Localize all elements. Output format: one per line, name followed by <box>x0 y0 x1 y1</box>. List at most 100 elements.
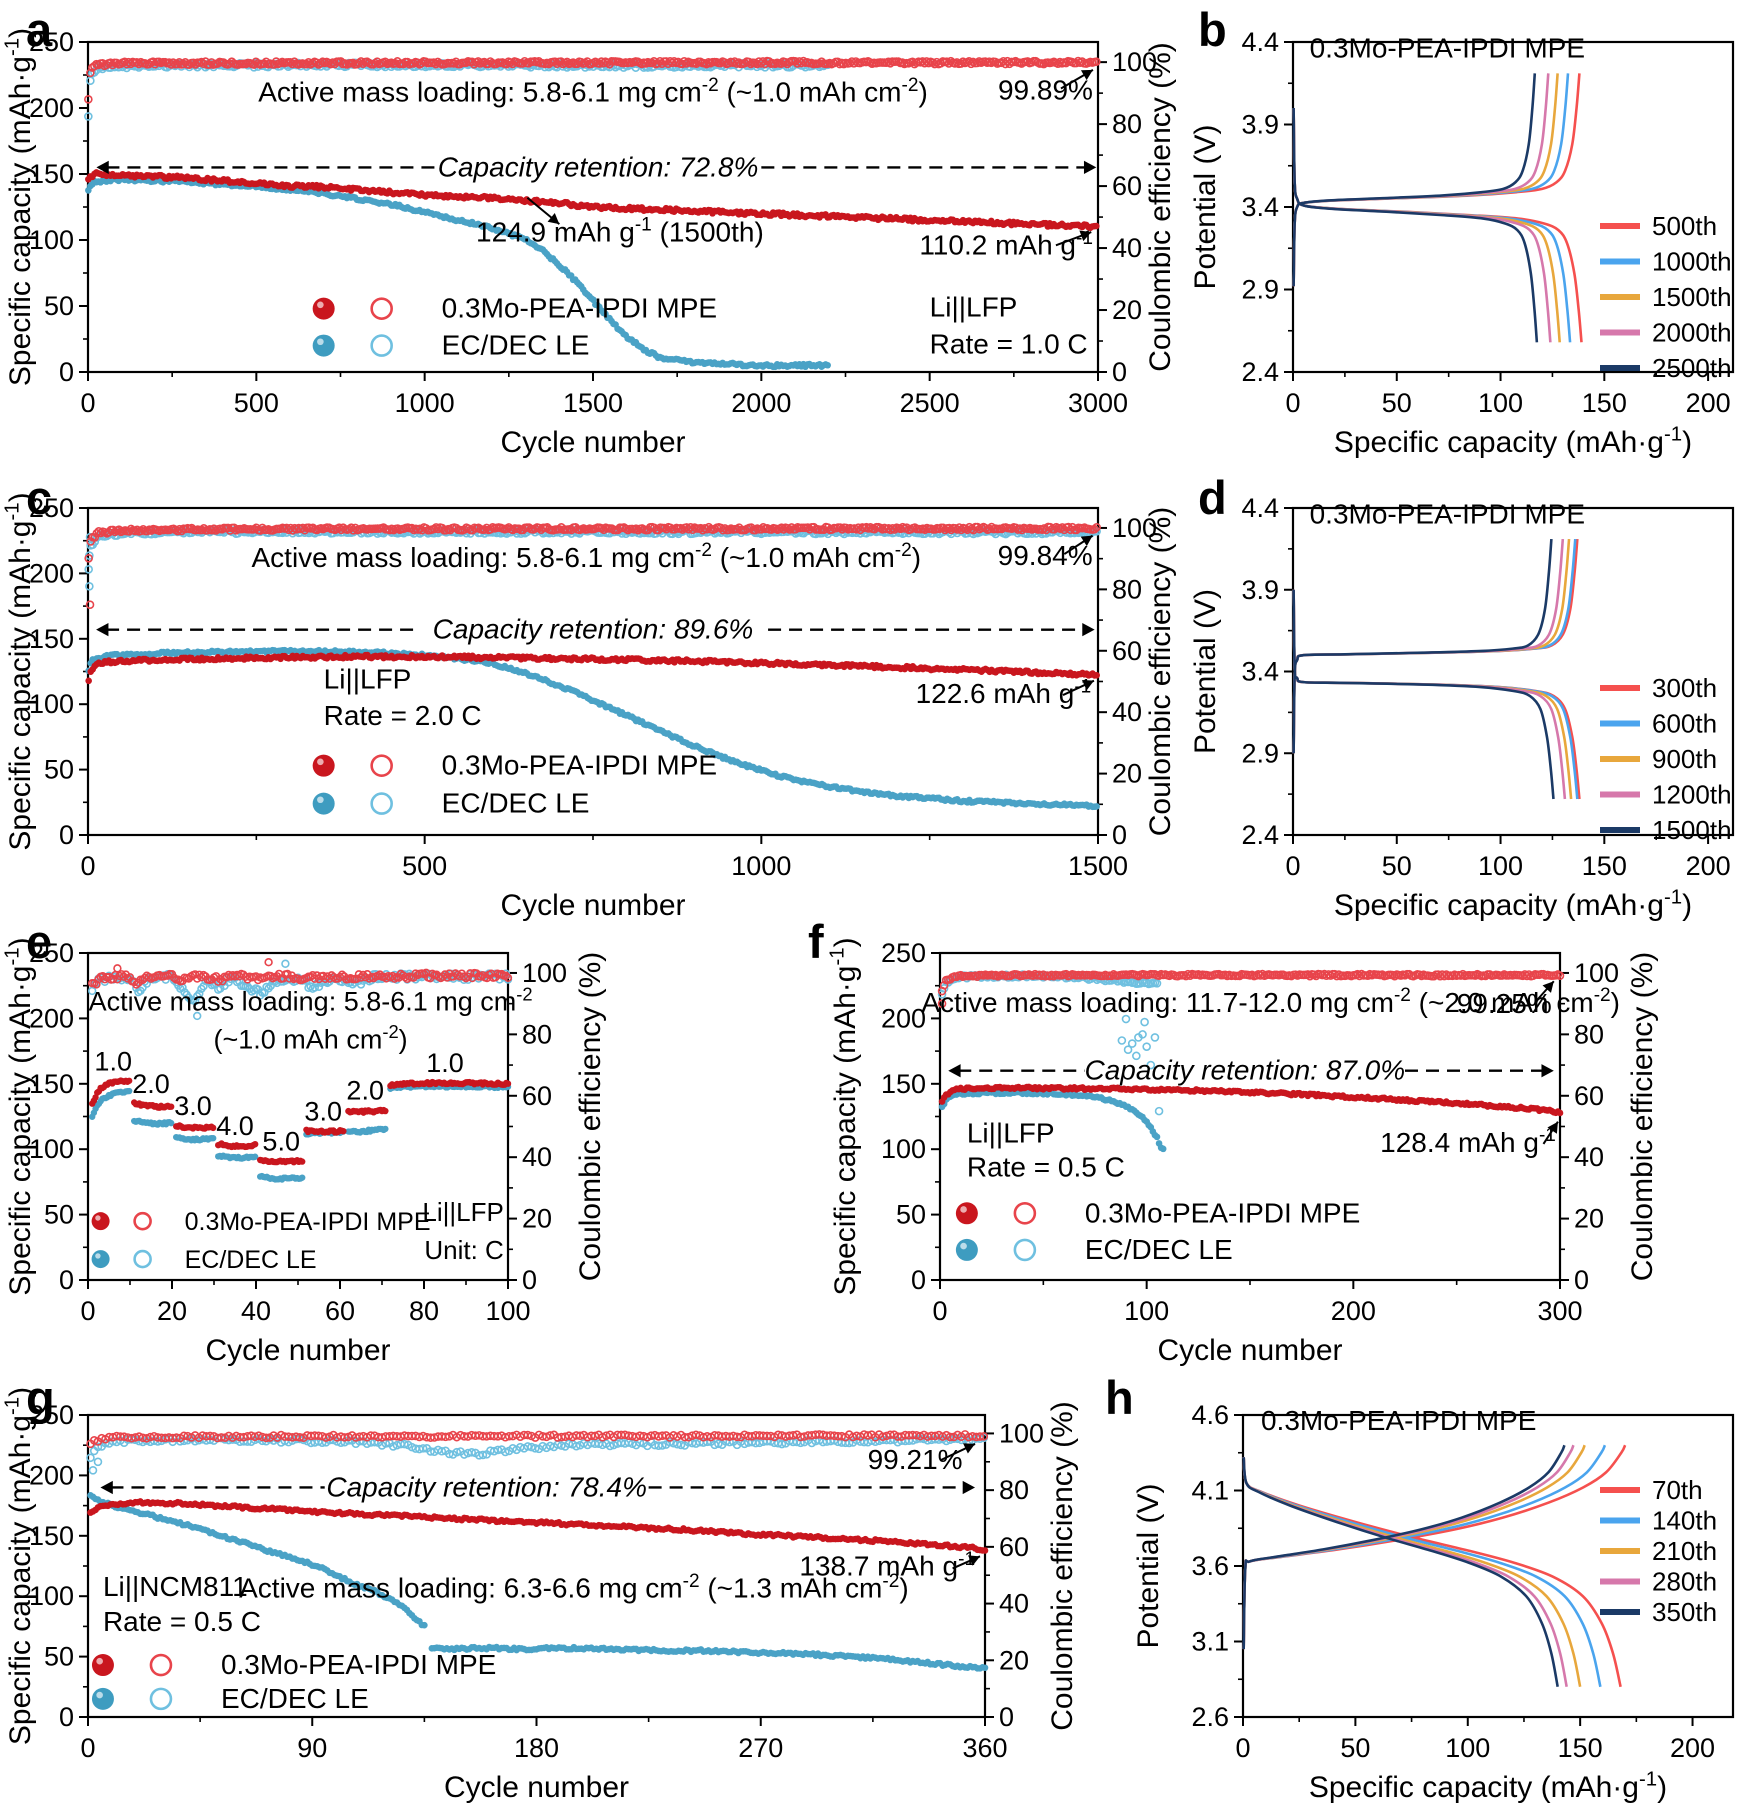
svg-text:1000: 1000 <box>731 851 791 881</box>
series-f-3 <box>938 1083 1564 1117</box>
panel-d-chart: 0 50 100 150 200 Specific capacity (mAh·g-1) 2… <box>1189 493 1735 922</box>
series-c-2 <box>85 646 1100 811</box>
series-c-1 <box>84 522 1101 610</box>
series-a-3 <box>85 169 1100 232</box>
svg-text:Active mass loading: 5.8-6.1 m: Active mass loading: 5.8-6.1 mg cm-2 (~1… <box>252 540 922 573</box>
svg-text:250: 250 <box>881 938 926 968</box>
svg-text:2.9: 2.9 <box>1241 738 1279 768</box>
svg-text:3.0: 3.0 <box>304 1096 342 1126</box>
svg-text:2.4: 2.4 <box>1241 357 1279 387</box>
svg-text:Coulombic efficiency (%): Coulombic efficiency (%) <box>1144 507 1177 837</box>
svg-text:3.9: 3.9 <box>1241 575 1279 605</box>
svg-text:0: 0 <box>59 1265 74 1295</box>
svg-text:250: 250 <box>29 27 74 57</box>
svg-text:110.2 mAh g-1: 110.2 mAh g-1 <box>919 228 1093 261</box>
svg-text:Li||LFP: Li||LFP <box>422 1197 503 1227</box>
panel-b-letter: b <box>1198 3 1227 56</box>
svg-text:3.9: 3.9 <box>1241 110 1279 140</box>
svg-text:124.9 mAh g-1 (1500th): 124.9 mAh g-1 (1500th) <box>476 215 764 248</box>
svg-text:60: 60 <box>1112 636 1142 666</box>
svg-text:40: 40 <box>1112 233 1142 263</box>
svg-text:Coulombic efficiency (%): Coulombic efficiency (%) <box>1144 42 1177 372</box>
svg-text:2.9: 2.9 <box>1241 275 1279 305</box>
panel-d-letter: d <box>1198 471 1227 524</box>
svg-text:2000th: 2000th <box>1652 318 1732 348</box>
series-e-2 <box>89 1082 512 1183</box>
svg-text:150: 150 <box>1582 851 1627 881</box>
svg-text:600th: 600th <box>1652 709 1717 739</box>
svg-text:Li||LFP: Li||LFP <box>324 664 412 695</box>
svg-text:80: 80 <box>409 1296 439 1326</box>
svg-text:80: 80 <box>522 1019 552 1049</box>
svg-text:60: 60 <box>1112 171 1142 201</box>
svg-text:100: 100 <box>1124 1296 1169 1326</box>
panel-g-letter: g <box>26 1371 55 1424</box>
svg-text:Specific capacity (mAh·g-1): Specific capacity (mAh·g-1) <box>827 937 862 1295</box>
svg-text:4.4: 4.4 <box>1241 493 1279 523</box>
svg-text:EC/DEC LE: EC/DEC LE <box>442 330 590 361</box>
svg-text:Capacity retention: 72.8%: Capacity retention: 72.8% <box>438 151 759 182</box>
svg-text:40: 40 <box>522 1142 552 1172</box>
svg-text:50: 50 <box>1382 388 1412 418</box>
svg-text:Specific capacity (mAh·g-1): Specific capacity (mAh·g-1) <box>2 937 37 1295</box>
svg-text:0: 0 <box>80 388 95 418</box>
svg-text:0.3Mo-PEA-IPDI MPE: 0.3Mo-PEA-IPDI MPE <box>1310 499 1585 530</box>
svg-text:20: 20 <box>157 1296 187 1326</box>
svg-text:150: 150 <box>29 624 74 654</box>
svg-text:100: 100 <box>1574 958 1619 988</box>
svg-text:20: 20 <box>1112 295 1142 325</box>
svg-text:2500th: 2500th <box>1652 353 1732 383</box>
svg-text:50: 50 <box>1382 851 1412 881</box>
svg-text:(~1.0 mAh cm-2): (~1.0 mAh cm-2) <box>214 1021 408 1054</box>
svg-text:Cycle number: Cycle number <box>205 1334 390 1367</box>
svg-text:200: 200 <box>29 558 74 588</box>
svg-text:0: 0 <box>1285 851 1300 881</box>
svg-text:100: 100 <box>29 225 74 255</box>
svg-text:0: 0 <box>59 820 74 850</box>
svg-text:EC/DEC LE: EC/DEC LE <box>442 788 590 819</box>
svg-text:Active mass loading: 5.8-6.1 m: Active mass loading: 5.8-6.1 mg cm-2 (~1… <box>258 75 928 108</box>
svg-text:Unit: C: Unit: C <box>424 1235 503 1265</box>
svg-text:200: 200 <box>881 1003 926 1033</box>
svg-text:Li||LFP: Li||LFP <box>930 292 1018 323</box>
series-g-3 <box>87 1498 989 1554</box>
series-g-2 <box>87 1491 989 1672</box>
svg-text:50: 50 <box>44 291 74 321</box>
panel-e-letter: e <box>26 915 53 968</box>
svg-text:20: 20 <box>1112 759 1142 789</box>
svg-text:2500: 2500 <box>900 388 960 418</box>
svg-text:4.4: 4.4 <box>1241 27 1279 57</box>
series-e-1 <box>87 958 513 989</box>
svg-text:40: 40 <box>1112 697 1142 727</box>
svg-text:50: 50 <box>44 755 74 785</box>
svg-text:0: 0 <box>932 1296 947 1326</box>
svg-text:Cycle number: Cycle number <box>500 889 685 922</box>
svg-text:60: 60 <box>1574 1081 1604 1111</box>
svg-text:0: 0 <box>1112 820 1127 850</box>
panel-f-letter: f <box>808 915 824 968</box>
svg-text:250: 250 <box>29 493 74 523</box>
svg-text:3.4: 3.4 <box>1241 657 1279 687</box>
svg-text:200: 200 <box>29 93 74 123</box>
svg-text:100: 100 <box>485 1296 530 1326</box>
svg-text:0.3Mo-PEA-IPDI MPE: 0.3Mo-PEA-IPDI MPE <box>185 1208 431 1236</box>
svg-text:0: 0 <box>1574 1265 1589 1295</box>
svg-text:2.4: 2.4 <box>1241 820 1279 850</box>
svg-text:40: 40 <box>241 1296 271 1326</box>
svg-text:150: 150 <box>1582 388 1627 418</box>
svg-text:Coulombic efficiency (%): Coulombic efficiency (%) <box>574 952 607 1282</box>
svg-text:Potential (V): Potential (V) <box>1189 124 1222 289</box>
svg-text:100: 100 <box>29 689 74 719</box>
svg-text:1000th: 1000th <box>1652 247 1732 277</box>
svg-text:80: 80 <box>1574 1019 1604 1049</box>
svg-text:40: 40 <box>1574 1142 1604 1172</box>
svg-text:50: 50 <box>896 1200 926 1230</box>
panel-b-chart: 0 50 100 150 200 Specific capacity (mAh·g-1) 2… <box>1189 27 1735 459</box>
